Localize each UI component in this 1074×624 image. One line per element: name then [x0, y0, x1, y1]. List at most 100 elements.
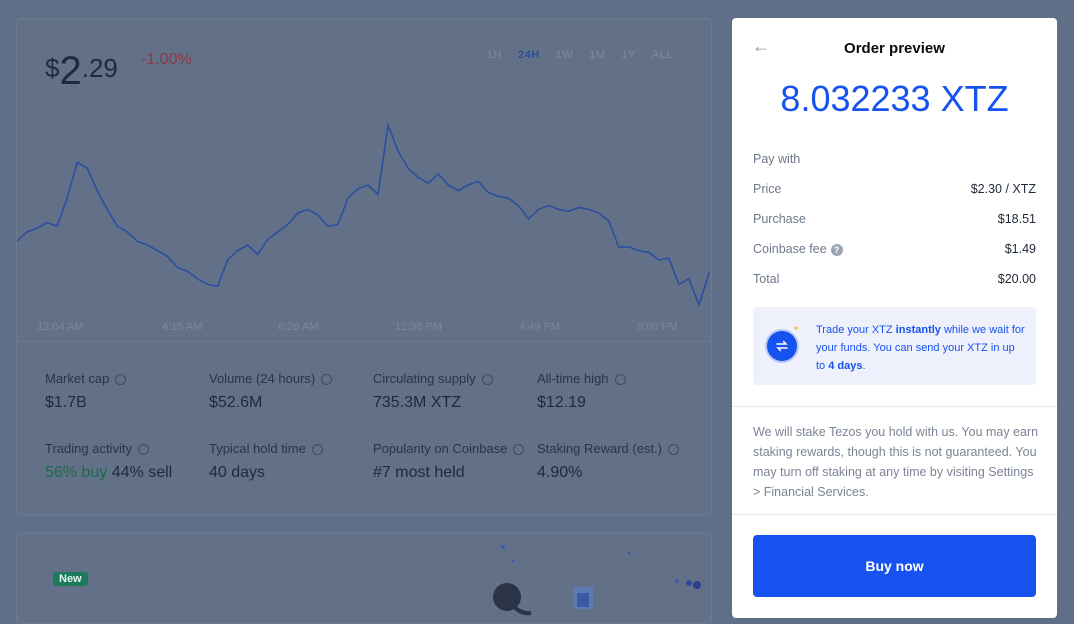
- price-point: [267, 238, 269, 240]
- price-point: [608, 220, 610, 222]
- price-point: [387, 124, 389, 126]
- price-line-chart: [17, 121, 710, 308]
- stat-market-cap: Market cap $1.7B: [45, 371, 127, 412]
- price-point: [688, 278, 690, 280]
- time-label: 4:15 AM: [162, 321, 203, 333]
- arrow-left-icon[interactable]: ←: [752, 36, 770, 56]
- order-amount: 8.032233 XTZ: [780, 78, 1009, 119]
- range-all[interactable]: ALL: [651, 49, 673, 61]
- range-1m[interactable]: 1M: [589, 49, 606, 61]
- price-point: [17, 240, 18, 242]
- range-1w[interactable]: 1W: [555, 49, 574, 61]
- time-label: 12:38 PM: [395, 321, 443, 333]
- price-point: [297, 212, 299, 214]
- pay-with-row[interactable]: Pay with: [753, 152, 1036, 166]
- price-point: [347, 197, 349, 199]
- price-point: [327, 225, 329, 227]
- price-point: [568, 210, 570, 212]
- price-point: [457, 190, 459, 192]
- price-point: [598, 212, 600, 214]
- price-point: [527, 218, 530, 220]
- buy-now-button[interactable]: Buy now: [753, 535, 1036, 597]
- price-point: [658, 259, 660, 261]
- price-point: [507, 197, 509, 199]
- time-label: 9:00 PM: [637, 321, 678, 333]
- instant-trade-notice: Trade your XTZ instantly while we wait f…: [753, 307, 1036, 385]
- help-icon[interactable]: ?: [830, 243, 843, 256]
- price-point: [357, 188, 359, 190]
- price-point: [156, 250, 158, 252]
- price-point: [337, 223, 339, 225]
- range-1y[interactable]: 1Y: [621, 49, 636, 61]
- info-icon: [311, 444, 323, 456]
- divider: [732, 514, 1057, 515]
- price-point: [196, 278, 199, 280]
- price-point: [56, 225, 58, 227]
- price-point: [477, 180, 479, 182]
- price-chart-panel: $2.29 -1.00% 1H 24H 1W 1M 1Y ALL 12:04 A…: [16, 18, 712, 516]
- stat-trading-activity: Trading activity 56% buy 44% sell: [45, 441, 173, 481]
- time-label: 8:26 AM: [278, 321, 319, 333]
- info-icon: [115, 374, 127, 386]
- price-point: [367, 184, 369, 186]
- price-point: [166, 255, 168, 257]
- price-point: [317, 214, 319, 216]
- price-point: [186, 270, 189, 272]
- divider: [17, 341, 711, 342]
- stat-circulating-supply: Circulating supply 735.3M XTZ: [373, 371, 493, 412]
- price-point: [467, 184, 469, 186]
- price-point: [36, 227, 38, 229]
- price-point: [407, 167, 409, 169]
- time-axis: 12:04 AM 4:15 AM 8:26 AM 12:38 PM 4:49 P…: [17, 321, 711, 337]
- price-point: [217, 285, 219, 287]
- price-point: [96, 190, 98, 192]
- price-point: [698, 304, 700, 306]
- price-point: [628, 246, 630, 248]
- sparkle-icon: [793, 325, 799, 331]
- price-point: [247, 244, 249, 246]
- price-point: [116, 225, 118, 227]
- range-1h[interactable]: 1H: [486, 49, 502, 61]
- price-point: [66, 197, 68, 199]
- promo-illustration-icon: [493, 545, 701, 616]
- stat-all-time-high: All-time high $12.19: [537, 371, 626, 412]
- price-row: Price $2.30 / XTZ: [753, 182, 1036, 196]
- price-change: -1.00%: [141, 51, 192, 68]
- price-point: [487, 191, 489, 194]
- price-value: $2.30 / XTZ: [970, 182, 1036, 196]
- price-point: [678, 283, 680, 285]
- total-row: Total $20.00: [753, 272, 1036, 286]
- purchase-value: $18.51: [997, 212, 1036, 226]
- price-point: [207, 283, 209, 285]
- stat-volume: Volume (24 hours) $52.6M: [209, 371, 333, 412]
- price-point: [447, 184, 449, 186]
- fee-row: Coinbase fee? $1.49: [753, 242, 1036, 256]
- price-point: [517, 205, 519, 207]
- price-point: [257, 253, 259, 255]
- price-point: [146, 244, 148, 246]
- time-label: 12:04 AM: [37, 321, 84, 333]
- price-point: [618, 246, 620, 248]
- price-point: [106, 208, 108, 210]
- time-label: 4:49 PM: [519, 321, 560, 333]
- price-point: [668, 257, 670, 259]
- price-point: [537, 208, 540, 210]
- new-badge: New: [53, 572, 88, 586]
- pay-with-label: Pay with: [753, 152, 801, 166]
- price-point: [287, 223, 289, 225]
- order-preview-modal: ← Order preview 8.032233 XTZ Pay with Pr…: [732, 18, 1057, 618]
- price-point: [578, 206, 580, 209]
- range-24h[interactable]: 24H: [517, 49, 540, 61]
- stat-popularity: Popularity on Coinbase #7 most held: [373, 441, 525, 482]
- info-icon: [513, 444, 525, 456]
- info-icon: [481, 374, 493, 386]
- price-point: [277, 231, 279, 233]
- price-point: [46, 221, 48, 224]
- price-point: [417, 176, 419, 179]
- stat-hold-time: Typical hold time 40 days: [209, 441, 323, 482]
- price-point: [76, 161, 78, 164]
- stat-staking-reward: Staking Reward (est.) 4.90%: [537, 441, 679, 482]
- price-point: [427, 182, 429, 184]
- price-point: [176, 266, 179, 269]
- instant-trade-text: Trade your XTZ instantly while we wait f…: [816, 324, 1025, 372]
